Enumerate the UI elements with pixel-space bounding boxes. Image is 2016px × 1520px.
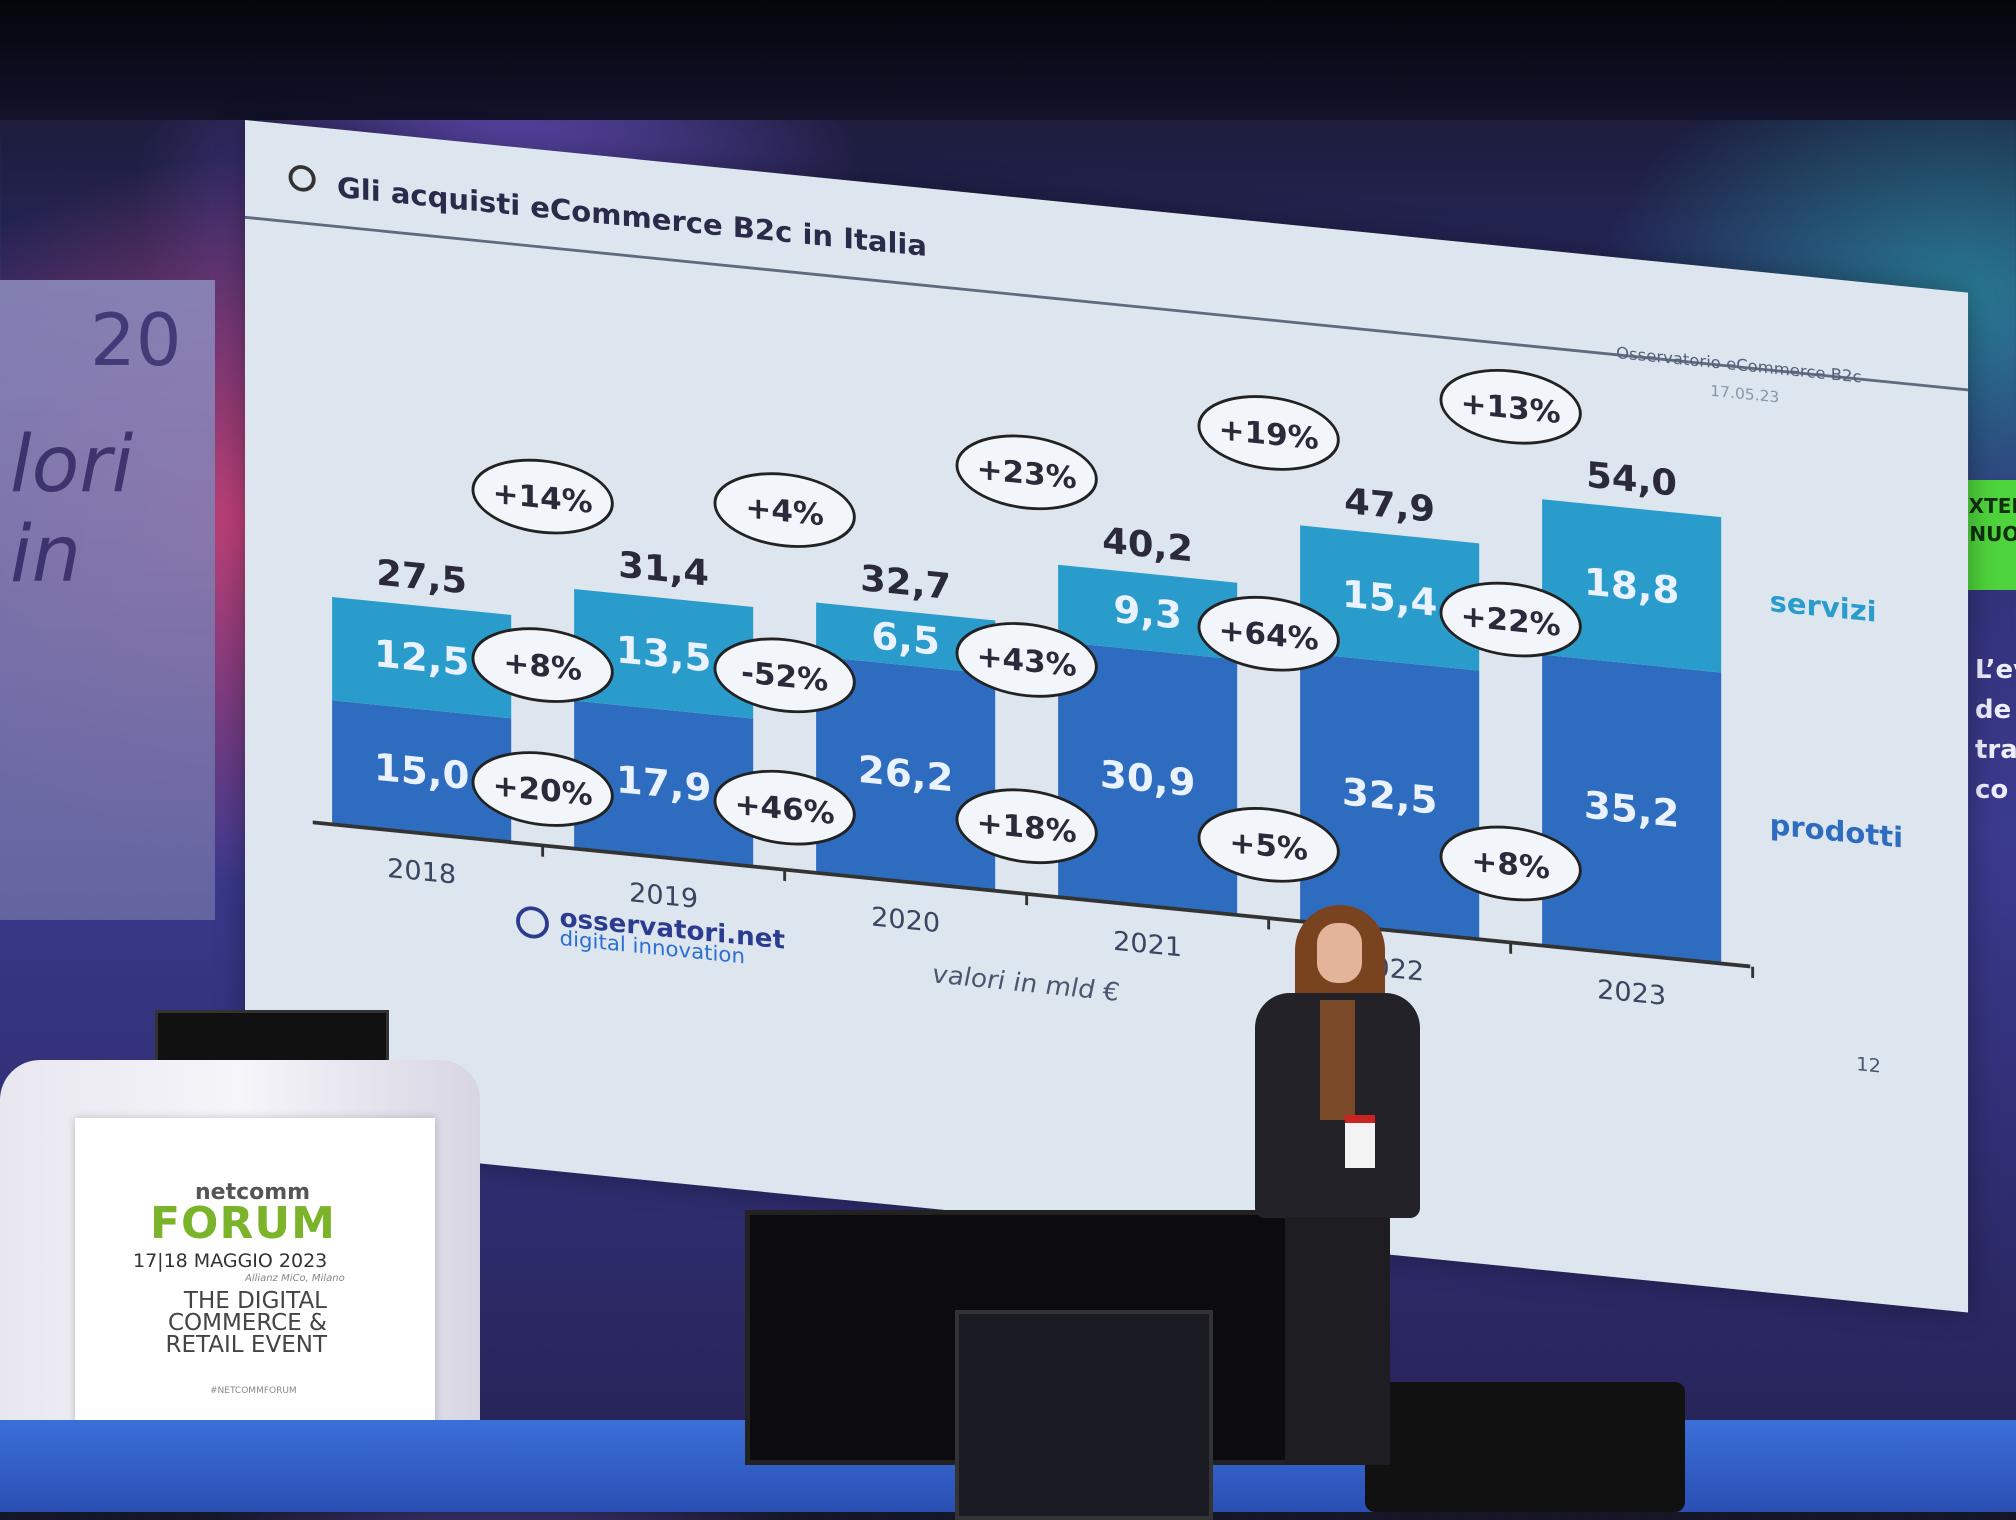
growth-total-2: +4% bbox=[745, 491, 824, 533]
presenter bbox=[1255, 905, 1420, 1465]
presenter-badge bbox=[1345, 1115, 1375, 1168]
growth-prodotti-2-bubble bbox=[713, 769, 856, 846]
event-location: Allianz MiCo, Milano bbox=[245, 1273, 345, 1284]
label-servizi-2020: 6,5 bbox=[871, 614, 940, 665]
growth-servizi-3-bubble bbox=[955, 622, 1098, 698]
left-wall-text: 20 bbox=[90, 298, 182, 382]
label-total-2018: 27,5 bbox=[376, 551, 467, 602]
bar-prodotti-2021 bbox=[1058, 641, 1238, 916]
bar-prodotti-2022 bbox=[1300, 652, 1480, 940]
growth-prodotti-5-bubble bbox=[1439, 825, 1582, 902]
stage-monitor-back bbox=[955, 1310, 1213, 1520]
growth-prodotti-1-bubble bbox=[471, 751, 614, 827]
growth-servizi-2: -52% bbox=[741, 656, 828, 699]
label-prodotti-2019: 17,9 bbox=[616, 758, 712, 812]
bar-servizi-2020 bbox=[816, 602, 996, 675]
ceiling bbox=[0, 0, 2016, 120]
label-prodotti-2020: 26,2 bbox=[858, 748, 954, 802]
growth-total-1-bubble bbox=[471, 458, 614, 535]
bar-prodotti-2019 bbox=[574, 700, 754, 867]
growth-prodotti-4: +5% bbox=[1229, 826, 1308, 868]
presentation-slide: Gli acquisti eCommerce B2c in Italia Oss… bbox=[245, 120, 1969, 1313]
label-total-2019: 31,4 bbox=[618, 543, 709, 594]
presenter-face bbox=[1317, 923, 1362, 983]
left-wall-text-2: lori in bbox=[10, 420, 134, 600]
growth-total-5-bubble bbox=[1439, 368, 1582, 445]
label-total-2023: 54,0 bbox=[1586, 453, 1677, 504]
label-total-2021: 40,2 bbox=[1102, 519, 1193, 570]
x-tick-2018: 2018 bbox=[387, 853, 456, 890]
event-dates: 17|18 MAGGIO 2023 bbox=[133, 1250, 328, 1272]
growth-total-2-bubble bbox=[713, 472, 856, 548]
growth-total-3-bubble bbox=[955, 434, 1098, 511]
label-prodotti-2021: 30,9 bbox=[1100, 752, 1196, 806]
legend-prodotti: prodotti bbox=[1770, 808, 1903, 855]
growth-prodotti-5: +8% bbox=[1471, 844, 1550, 886]
x-tick-2023: 2023 bbox=[1597, 975, 1666, 1012]
presenter-legs bbox=[1285, 1217, 1390, 1465]
bar-prodotti-2018 bbox=[332, 700, 512, 843]
growth-servizi-1: +8% bbox=[503, 646, 582, 688]
page-number: 12 bbox=[1856, 1052, 1881, 1078]
brand-top: netcomm bbox=[195, 1180, 311, 1205]
label-prodotti-2018: 15,0 bbox=[374, 745, 470, 799]
growth-servizi-5-bubble bbox=[1439, 581, 1582, 658]
label-servizi-2021: 9,3 bbox=[1113, 588, 1182, 639]
event-hashtag: #NETCOMMFORUM bbox=[210, 1386, 297, 1396]
x-tick-2021: 2021 bbox=[1113, 926, 1182, 963]
bar-prodotti-2023 bbox=[1542, 654, 1722, 964]
bar-servizi-2021 bbox=[1058, 564, 1238, 660]
label-prodotti-2023: 35,2 bbox=[1584, 783, 1680, 837]
brand-main: FORUM bbox=[150, 1198, 336, 1249]
label-total-2020: 32,7 bbox=[860, 557, 951, 608]
growth-servizi-2-bubble bbox=[713, 637, 856, 714]
x-axis bbox=[312, 820, 1751, 969]
growth-prodotti-4-bubble bbox=[1197, 807, 1340, 883]
growth-servizi-1-bubble bbox=[471, 627, 614, 703]
label-servizi-2018: 12,5 bbox=[374, 632, 470, 686]
label-servizi-2023: 18,8 bbox=[1584, 560, 1680, 614]
label-prodotti-2022: 32,5 bbox=[1342, 770, 1438, 824]
bar-servizi-2023 bbox=[1542, 499, 1722, 673]
bar-servizi-2022 bbox=[1300, 525, 1480, 671]
bar-servizi-2019 bbox=[574, 589, 754, 719]
stage-speaker bbox=[1365, 1382, 1685, 1512]
x-tick-2020: 2020 bbox=[871, 902, 940, 939]
legend-servizi: servizi bbox=[1770, 584, 1877, 628]
left-wall-screen: 20 lori in bbox=[0, 280, 215, 920]
bar-servizi-2018 bbox=[332, 597, 512, 719]
growth-total-4-bubble bbox=[1197, 395, 1340, 471]
stacked-bar-chart: 15,0 12,5 27,5 2018 17,9 13,5 31,4 2019 26,2 6,5 3… bbox=[312, 368, 1903, 1012]
growth-servizi-4-bubble bbox=[1197, 595, 1340, 672]
label-total-2022: 47,9 bbox=[1344, 480, 1435, 531]
label-servizi-2019: 13,5 bbox=[616, 628, 712, 682]
growth-prodotti-3-bubble bbox=[955, 788, 1098, 865]
event-name: THE DIGITAL COMMERCE & RETAIL EVENT bbox=[165, 1288, 327, 1358]
x-tick-2019: 2019 bbox=[629, 878, 698, 915]
presenter-shirt bbox=[1320, 1000, 1355, 1120]
label-servizi-2022: 15,4 bbox=[1342, 572, 1438, 626]
bar-prodotti-2020 bbox=[816, 656, 996, 891]
right-wall-text: L’ev de tra co bbox=[1975, 655, 2016, 805]
